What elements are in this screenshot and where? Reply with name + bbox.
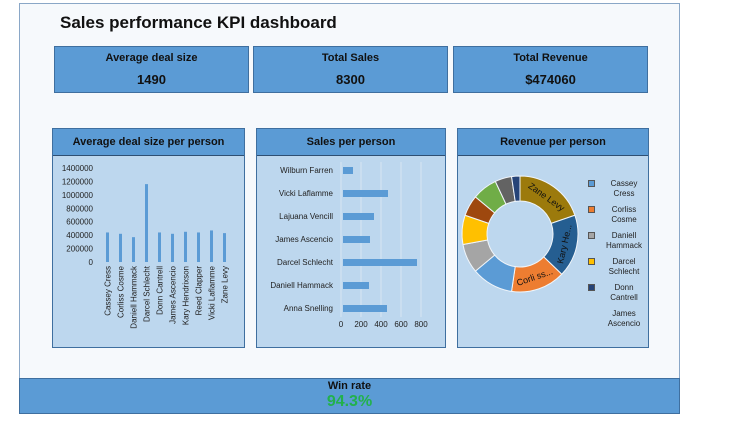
sales-per-person-chart: 0 200 400 600 800 Wilburn Farren Vicki Laflamm… (270, 162, 428, 329)
bar (343, 259, 417, 266)
x-tick-label: James Ascencio (169, 265, 178, 323)
y-tick-label: James Ascencio (275, 235, 333, 244)
y-tick-label: Lajuana Vencill (279, 212, 333, 221)
legend-label: Corliss Cosme (611, 205, 637, 224)
bar (343, 213, 374, 220)
kpi-value: 1490 (137, 72, 166, 87)
bar (343, 190, 388, 197)
y-tick-label: 400000 (66, 231, 93, 240)
x-tick-label: Reed Clapper (195, 266, 204, 316)
bar (119, 233, 122, 262)
legend-swatch (588, 284, 595, 291)
legend-label: Cassey Cress (610, 179, 638, 198)
y-tick-label: 1000000 (62, 191, 94, 200)
y-tick-label: 0 (89, 258, 94, 267)
x-tick-label: Zane Levy (221, 266, 230, 303)
bar (171, 233, 174, 262)
kpi-card-total-sales: Total Sales 8300 (253, 46, 448, 93)
x-tick-label: Cassey Cress (104, 266, 113, 316)
kpi-label: Total Revenue (513, 52, 588, 64)
x-tick-label: 0 (339, 320, 344, 329)
pie-legend: Cassey Cress Corliss Cosme Daniell Hamma… (588, 179, 648, 335)
legend-label: Darcel Schlecht (608, 257, 640, 276)
chart-title: Sales per person (257, 129, 445, 156)
panel-revenue-per-person: Revenue per person Zane Levy Kary He... Co… (457, 128, 649, 348)
x-tick-label: Corliss Cosme (117, 265, 126, 318)
bar (223, 233, 226, 262)
y-tick-label: 800000 (66, 204, 93, 213)
y-tick-label: 200000 (66, 245, 93, 254)
legend-swatch (588, 206, 595, 213)
chart-title: Revenue per person (458, 129, 648, 156)
bar (210, 230, 213, 262)
bar (343, 305, 387, 312)
y-tick-label: 600000 (66, 218, 93, 227)
bar (343, 167, 353, 174)
kpi-value: 8300 (336, 72, 365, 87)
legend-item: James Ascencio (588, 309, 648, 329)
kpi-card-average-deal-size: Average deal size 1490 (54, 46, 249, 93)
x-tick-label: Daniell Hammack (130, 265, 139, 329)
legend-label: Donn Cantrell (610, 283, 638, 302)
legend-item: Daniell Hammack (588, 231, 648, 251)
win-rate-label: Win rate (327, 380, 372, 392)
y-tick-label: 1200000 (62, 177, 94, 186)
panel-avg-deal-size: Average deal size per person 0 200000 4000… (52, 128, 245, 348)
legend-swatch (588, 180, 595, 187)
x-tick-label: 400 (374, 320, 388, 329)
bar (145, 184, 148, 262)
x-tick-label: Vicki Laflamme (208, 265, 217, 320)
x-tick-label: 800 (414, 320, 428, 329)
bar (184, 231, 187, 262)
bar (343, 282, 369, 289)
legend-item: Corliss Cosme (588, 205, 648, 225)
x-tick-label: Donn Cantrell (156, 266, 165, 315)
kpi-label: Total Sales (321, 52, 380, 64)
kpi-value: $474060 (525, 72, 576, 87)
kpi-label: Average deal size (105, 52, 198, 64)
bar (158, 232, 161, 262)
y-tick-label: Anna Snelling (284, 304, 333, 313)
page-title: Sales performance KPI dashboard (60, 13, 337, 32)
bar (132, 237, 135, 262)
panel-sales-per-person: Sales per person 0 200 400 600 800 Wilburn Fa… (256, 128, 446, 348)
legend-label: Daniell Hammack (605, 231, 642, 250)
kpi-card-total-revenue: Total Revenue $474060 (453, 46, 648, 93)
x-tick-label: Darcel Schlecht (143, 265, 152, 322)
y-tick-label: Vicki Laflamme (279, 189, 334, 198)
chart-title: Average deal size per person (53, 129, 244, 156)
legend-item: Donn Cantrell (588, 283, 648, 303)
avg-deal-size-chart: 0 200000 400000 600000 800000 1000000 1200000 1… (62, 164, 230, 329)
bar (106, 232, 109, 262)
legend-item: Darcel Schlecht (588, 257, 648, 277)
bar (197, 232, 200, 262)
pie-slice (510, 175, 521, 202)
x-tick-label: Kary Hendrixson (182, 266, 191, 325)
legend-swatch (588, 232, 595, 239)
y-tick-label: Darcel Schlecht (277, 258, 334, 267)
x-tick-label: 600 (394, 320, 408, 329)
legend-label: James Ascencio (607, 309, 641, 328)
bar (343, 236, 370, 243)
y-tick-label: Daniell Hammack (270, 281, 334, 290)
win-rate-value: 94.3% (326, 393, 373, 410)
legend-item: Cassey Cress (588, 179, 648, 199)
legend-swatch (588, 258, 595, 265)
y-tick-label: Wilburn Farren (280, 166, 333, 175)
win-rate-bar: Win rate 94.3% (19, 378, 680, 414)
y-tick-label: 1400000 (62, 164, 94, 173)
x-tick-label: 200 (354, 320, 368, 329)
